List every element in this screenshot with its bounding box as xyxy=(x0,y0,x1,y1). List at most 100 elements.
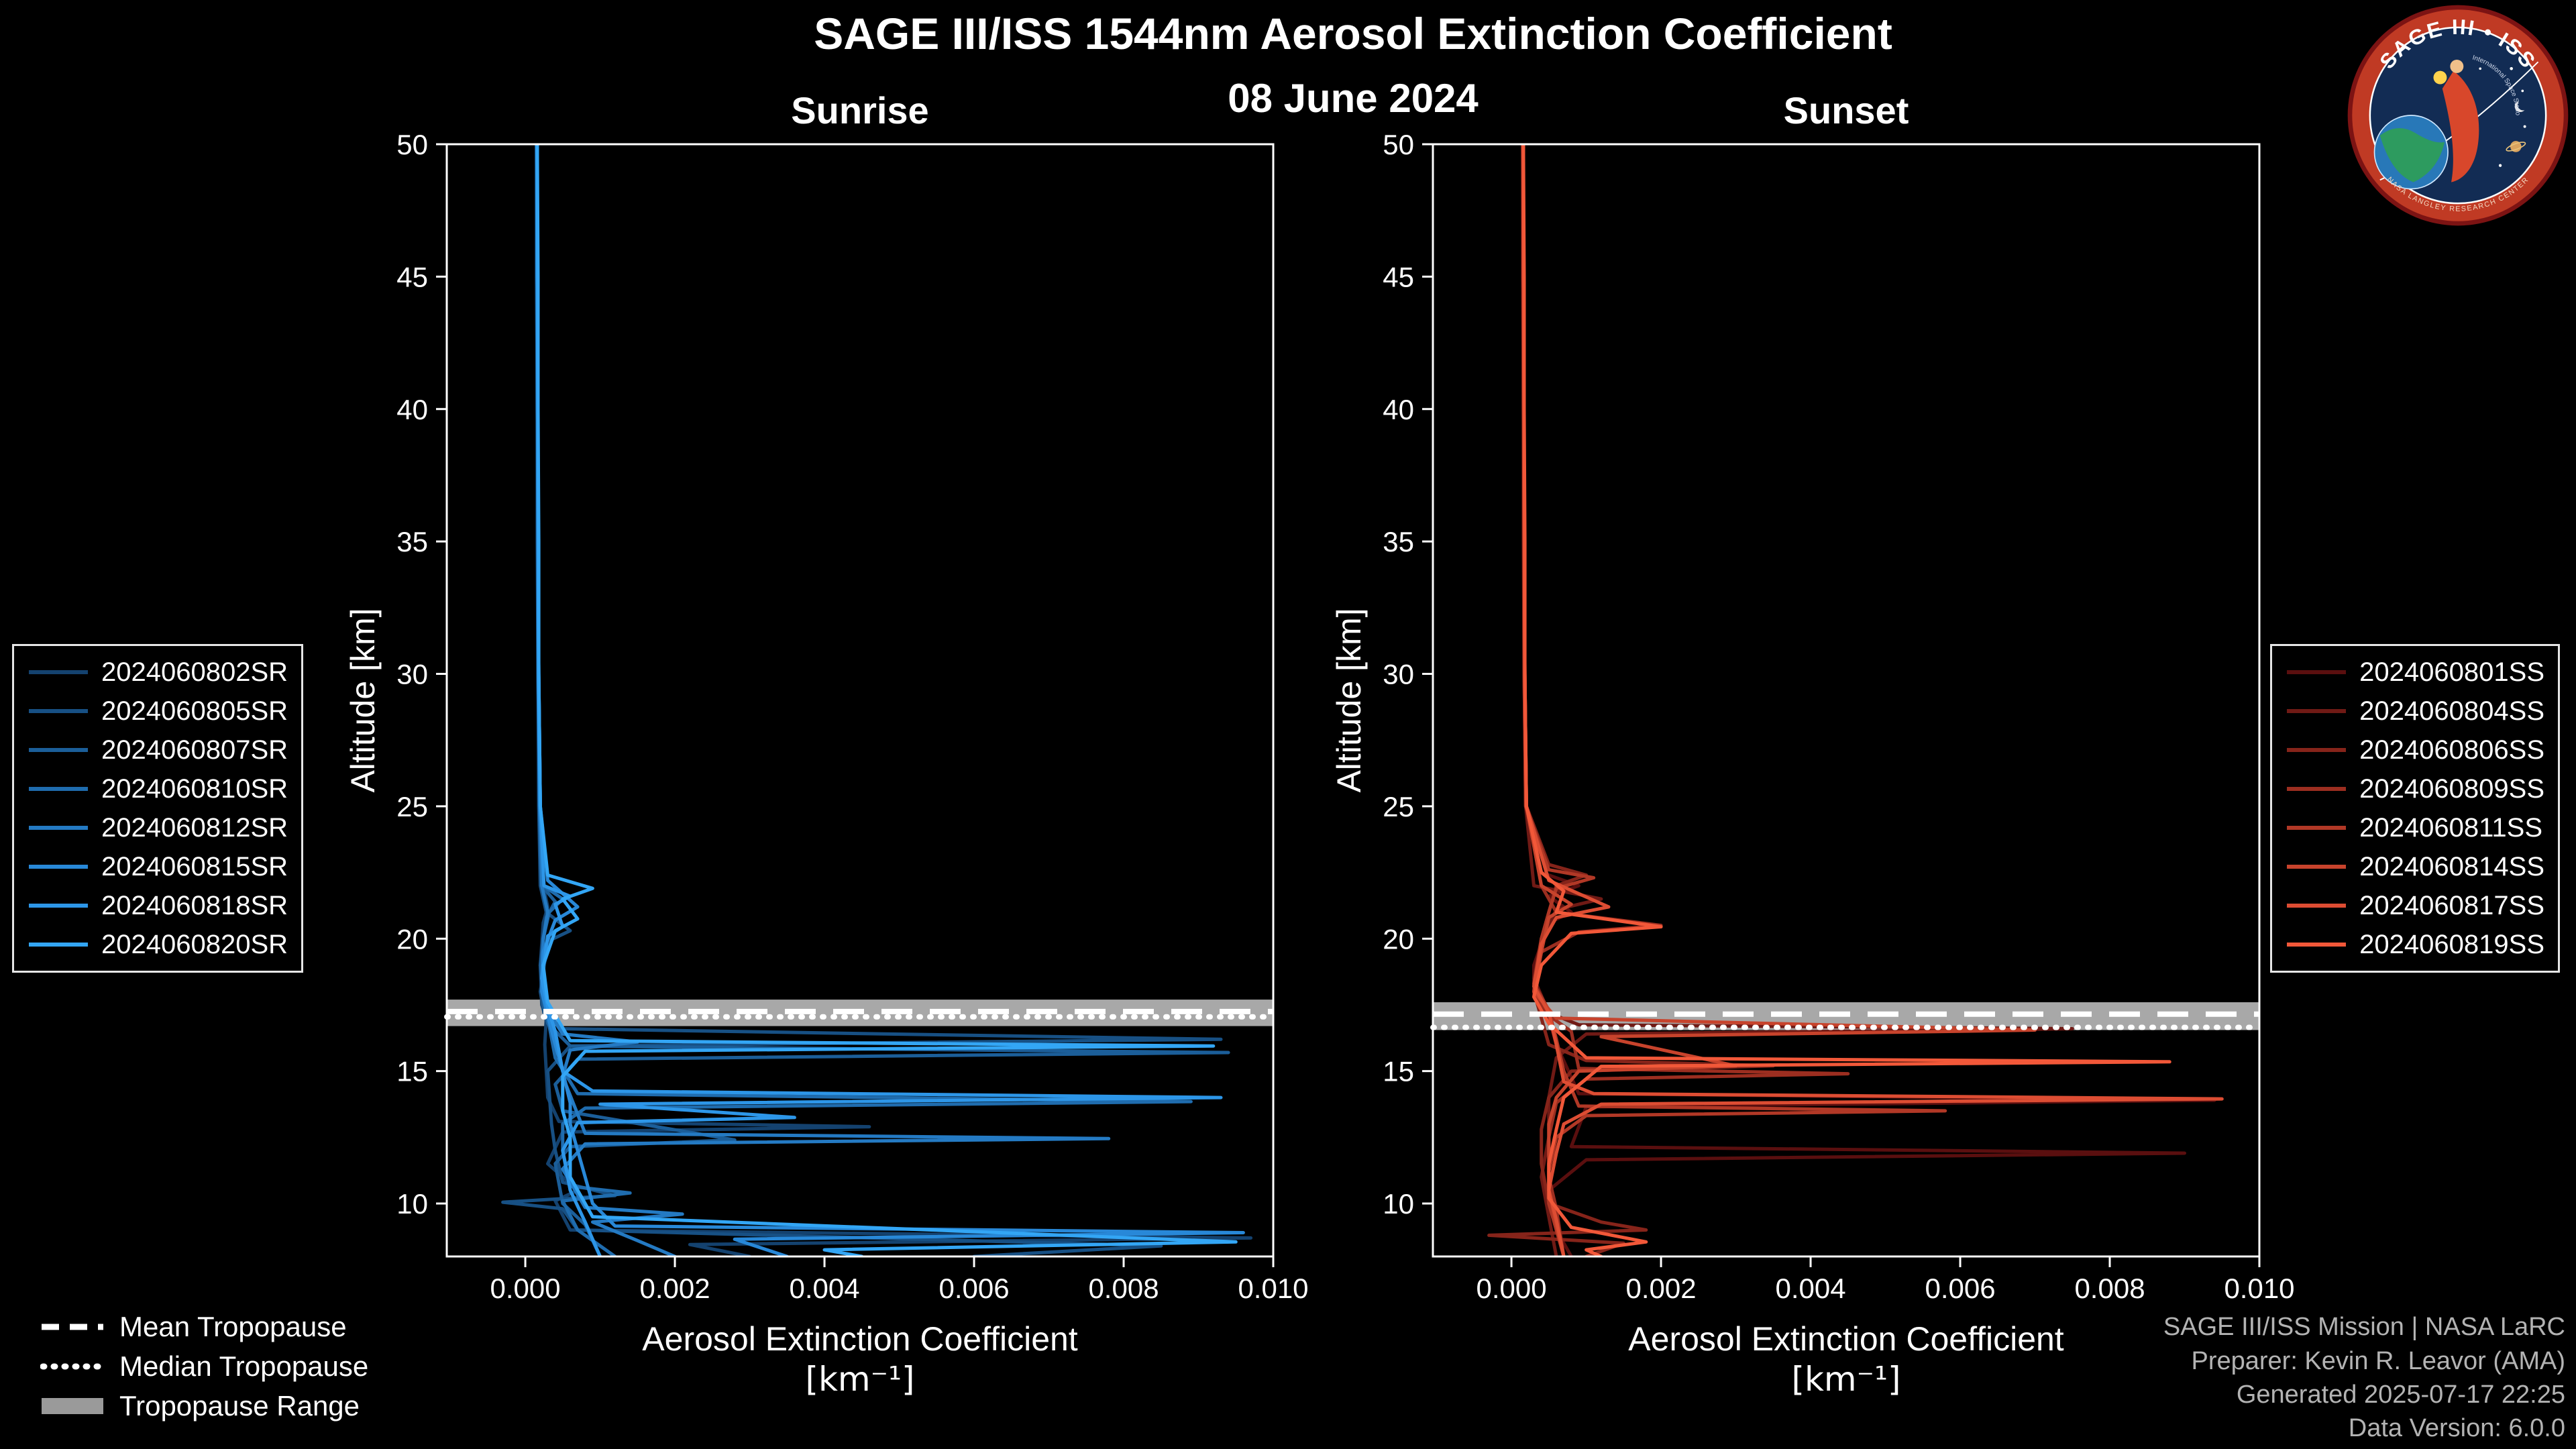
dashed-line-swatch xyxy=(42,1324,103,1330)
sun-icon xyxy=(2433,70,2447,85)
sunset-chart: 0.000 0.002 0.004 0.006 0.008 0.010 10 15 20 25 30… xyxy=(1330,89,2295,1399)
y-tick-label: 20 xyxy=(396,923,428,955)
y-tick-label: 45 xyxy=(1383,261,1414,292)
y-axis-label: Altitude [km] xyxy=(344,608,382,792)
y-tick-label: 25 xyxy=(1383,791,1414,822)
y-tick-label: 45 xyxy=(396,261,428,292)
credits-block: SAGE III/ISS Mission | NASA LaRC Prepare… xyxy=(2163,1310,2565,1445)
x-tick-label: 0.002 xyxy=(639,1273,710,1304)
legend-label: 2024060810SR xyxy=(101,773,288,804)
legend-line-swatch xyxy=(29,865,88,869)
plot-border xyxy=(445,143,1275,1258)
legend-line-swatch xyxy=(2287,904,2347,908)
legend-line-swatch xyxy=(2287,865,2347,869)
x-tick-label: 0.008 xyxy=(2074,1273,2145,1304)
legend-label: 2024060812SR xyxy=(101,812,288,843)
legend-item-tropopause-range: Tropopause Range xyxy=(40,1386,368,1426)
credit-line-preparer: Preparer: Kevin R. Leavor (AMA) xyxy=(2191,1346,2565,1375)
x-tick-label: 0.010 xyxy=(1238,1273,1308,1304)
date-subtitle: 08 June 2024 xyxy=(1228,76,1479,121)
y-tick-label: 10 xyxy=(1383,1188,1414,1220)
y-tick-label: 35 xyxy=(1383,526,1414,557)
legend-label: 2024060815SR xyxy=(101,851,288,881)
legend-item: 2024060814SS xyxy=(2286,847,2544,886)
legend-label: Mean Tropopause xyxy=(119,1310,347,1342)
legend-line-swatch xyxy=(29,748,88,752)
legend-item: 2024060810SR xyxy=(28,769,288,808)
legend-line-swatch xyxy=(2287,748,2347,752)
legend-line-swatch xyxy=(29,904,88,908)
y-tick-label: 40 xyxy=(396,394,428,425)
sunset-legend: 2024060801SS 2024060804SS 2024060806SS 2024… xyxy=(2270,644,2560,973)
series-group xyxy=(501,144,1253,1256)
series-group xyxy=(1487,144,2224,1256)
x-tick-label: 0.006 xyxy=(938,1273,1009,1304)
x-tick-label: 0.004 xyxy=(1775,1273,1845,1304)
legend-label: Tropopause Range xyxy=(119,1389,360,1421)
credit-line-mission: SAGE III/ISS Mission | NASA LaRC xyxy=(2163,1313,2565,1342)
x-axis-label: Aerosol Extinction Coefficient xyxy=(1628,1320,2064,1358)
x-tick-label: 0.000 xyxy=(490,1273,561,1304)
y-axis-label: Altitude [km] xyxy=(1330,608,1368,792)
x-tick-label: 0.010 xyxy=(2224,1273,2294,1304)
x-axis-units-label: [km⁻¹] xyxy=(1791,1360,1900,1399)
y-tick-label: 15 xyxy=(396,1056,428,1087)
x-axis-units-label: [km⁻¹] xyxy=(805,1360,914,1399)
logo-stars xyxy=(2479,66,2526,167)
legend-line-swatch xyxy=(29,670,88,674)
legend-item-mean-tropopause: Mean Tropopause xyxy=(40,1307,368,1346)
sunrise-legend: 2024060802SR 2024060805SR 2024060807SR 2024… xyxy=(12,644,304,973)
x-tick-label: 0.008 xyxy=(1088,1273,1159,1304)
legend-label: 2024060819SS xyxy=(2359,929,2544,959)
x-tick-label: 0.006 xyxy=(1925,1273,1995,1304)
legend-line-swatch xyxy=(29,943,88,947)
credit-line-generated: Generated 2025-07-17 22:25 xyxy=(2236,1380,2565,1409)
panel-title: Sunrise xyxy=(791,89,928,131)
y-tick-label: 30 xyxy=(1383,659,1414,690)
saturn-icon xyxy=(2506,141,2526,152)
plot-border xyxy=(1432,143,2261,1258)
legend-item: 2024060805SR xyxy=(28,692,288,731)
legend-item: 2024060801SS xyxy=(2286,653,2544,692)
y-tick-label: 50 xyxy=(396,129,428,160)
legend-label: 2024060807SR xyxy=(101,735,288,765)
page-title: SAGE III/ISS 1544nm Aerosol Extinction C… xyxy=(814,9,1892,58)
profile-line-2024060819SS xyxy=(1521,144,2171,1256)
earth-icon xyxy=(2373,115,2449,190)
y-tick-label: 25 xyxy=(396,791,428,822)
y-tick-label: 40 xyxy=(1383,394,1414,425)
legend-label: 2024060801SS xyxy=(2359,657,2544,687)
credit-line-version: Data Version: 6.0.0 xyxy=(2348,1413,2565,1442)
legend-item: 2024060807SR xyxy=(28,731,288,769)
legend-item: 2024060809SS xyxy=(2286,769,2544,808)
x-tick-label: 0.000 xyxy=(1477,1273,1547,1304)
legend-item: 2024060812SR xyxy=(28,808,288,847)
legend-label: 2024060806SS xyxy=(2359,735,2544,765)
legend-line-swatch xyxy=(2287,709,2347,713)
y-tick-label: 50 xyxy=(1383,129,1414,160)
y-tick-label: 35 xyxy=(396,526,428,557)
legend-line-swatch xyxy=(29,826,88,830)
legend-label: 2024060820SR xyxy=(101,929,288,959)
legend-item: 2024060817SS xyxy=(2286,886,2544,925)
legend-line-swatch xyxy=(2287,670,2347,674)
sage-iss-logo: SAGE III • ISS International Space Stati… xyxy=(2347,4,2569,226)
legend-label: Median Tropopause xyxy=(119,1350,369,1382)
legend-item: 2024060811SS xyxy=(2286,808,2544,847)
legend-label: 2024060802SR xyxy=(101,657,288,687)
legend-label: 2024060817SS xyxy=(2359,890,2544,920)
y-tick-label: 30 xyxy=(396,659,428,690)
legend-item: 2024060804SS xyxy=(2286,692,2544,731)
legend-label: 2024060814SS xyxy=(2359,851,2544,881)
tropopause-legend: Mean Tropopause Median Tropopause Tropop… xyxy=(40,1307,368,1426)
x-tick-label: 0.004 xyxy=(789,1273,859,1304)
legend-line-swatch xyxy=(2287,943,2347,947)
band-swatch xyxy=(42,1397,103,1414)
legend-item: 2024060819SS xyxy=(2286,925,2544,964)
y-tick-label: 20 xyxy=(1383,923,1414,955)
legend-item: 2024060815SR xyxy=(28,847,288,886)
y-tick-label: 15 xyxy=(1383,1056,1414,1087)
profile-line-2024060820SR xyxy=(535,144,1238,1256)
legend-line-swatch xyxy=(2287,787,2347,791)
